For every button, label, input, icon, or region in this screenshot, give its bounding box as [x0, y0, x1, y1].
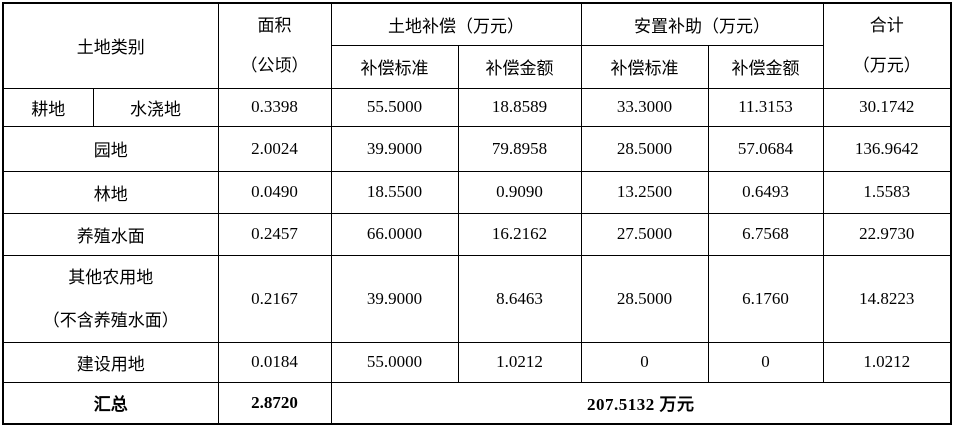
- cell-land-std: 55.0000: [330, 341, 459, 383]
- cell-total: 1.5583: [822, 170, 952, 214]
- header-res-comp-standard: 补偿标准: [580, 44, 709, 89]
- cell-land-amt: 16.2162: [457, 212, 582, 256]
- cell-category: 养殖水面: [2, 212, 219, 256]
- cell-land-std: 55.5000: [330, 87, 459, 127]
- header-area: 面积 （公顷）: [217, 2, 332, 89]
- header-land-comp-standard: 补偿标准: [330, 44, 459, 89]
- header-land-compensation: 土地补偿（万元）: [330, 2, 582, 46]
- cell-category: 园地: [2, 125, 219, 172]
- cell-total: 1.0212: [822, 341, 952, 383]
- cell-area: 0.3398: [217, 87, 332, 127]
- cell-area: 0.0490: [217, 170, 332, 214]
- cell-res-amt: 0: [707, 341, 824, 383]
- cell-land-std: 18.5500: [330, 170, 459, 214]
- cell-res-amt: 0.6493: [707, 170, 824, 214]
- cell-category: 林地: [2, 170, 219, 214]
- cell-area: 0.2167: [217, 254, 332, 343]
- summary-label: 汇总: [2, 381, 219, 425]
- cell-res-amt: 6.1760: [707, 254, 824, 343]
- cell-land-std: 39.9000: [330, 125, 459, 172]
- summary-total: 207.5132 万元: [330, 381, 952, 425]
- header-total-line1: 合计: [869, 15, 904, 35]
- cell-category-line2: （不含养殖水面）: [42, 310, 179, 330]
- cell-land-amt: 8.6463: [457, 254, 582, 343]
- header-res-comp-amount: 补偿金额: [707, 44, 824, 89]
- cell-res-std: 33.3000: [580, 87, 709, 127]
- table-row: 耕地 水浇地 0.3398 55.5000 18.8589 33.3000 11…: [2, 87, 952, 127]
- table-row: 其他农用地 （不含养殖水面） 0.2167 39.9000 8.6463 28.…: [2, 254, 952, 343]
- header-area-line2: （公顷）: [240, 55, 309, 75]
- cell-res-std: 0: [580, 341, 709, 383]
- header-land-comp-amount: 补偿金额: [457, 44, 582, 89]
- header-area-line1: 面积: [257, 15, 292, 35]
- cell-total: 30.1742: [822, 87, 952, 127]
- cell-area: 2.0024: [217, 125, 332, 172]
- cell-category: 建设用地: [2, 341, 219, 383]
- header-row-2: 补偿标准 补偿金额 补偿标准 补偿金额: [3, 44, 951, 89]
- summary-row: 汇总 2.8720 207.5132 万元: [2, 381, 952, 425]
- cell-res-std: 28.5000: [580, 254, 709, 343]
- cell-res-std: 28.5000: [580, 125, 709, 172]
- cell-area: 0.0184: [217, 341, 332, 383]
- header-row-1: 土地类别 面积 （公顷） 土地补偿（万元） 安置补助（万元） 合计 （万元）: [2, 2, 952, 89]
- header-land-category: 土地类别: [2, 2, 219, 89]
- table-row: 林地 0.0490 18.5500 0.9090 13.2500 0.6493 …: [2, 170, 952, 214]
- cell-land-amt: 0.9090: [457, 170, 582, 214]
- table-row: 养殖水面 0.2457 66.0000 16.2162 27.5000 6.75…: [2, 212, 952, 256]
- cell-total: 136.9642: [822, 125, 952, 172]
- cell-land-amt: 79.8958: [457, 125, 582, 172]
- cell-res-std: 13.2500: [580, 170, 709, 214]
- cell-area: 0.2457: [217, 212, 332, 256]
- cell-land-amt: 18.8589: [457, 87, 582, 127]
- header-resettlement-subsidy: 安置补助（万元）: [580, 2, 824, 46]
- cell-total: 22.9730: [822, 212, 952, 256]
- table-row: 园地 2.0024 39.9000 79.8958 28.5000 57.068…: [2, 125, 952, 172]
- cell-land-std: 66.0000: [330, 212, 459, 256]
- table-row: 建设用地 0.0184 55.0000 1.0212 0 0 1.0212: [2, 341, 952, 383]
- header-total: 合计 （万元）: [822, 2, 952, 89]
- cell-res-amt: 11.3153: [707, 87, 824, 127]
- cell-res-std: 27.5000: [580, 212, 709, 256]
- cell-category-line1: 其他农用地: [68, 267, 154, 287]
- cell-category-group: 耕地: [2, 87, 94, 127]
- summary-area: 2.8720: [217, 381, 332, 425]
- cell-land-amt: 1.0212: [457, 341, 582, 383]
- cell-category: 水浇地: [92, 87, 219, 127]
- cell-res-amt: 57.0684: [707, 125, 824, 172]
- header-total-line2: （万元）: [852, 55, 921, 75]
- cell-total: 14.8223: [822, 254, 952, 343]
- cell-land-std: 39.9000: [330, 254, 459, 343]
- cell-res-amt: 6.7568: [707, 212, 824, 256]
- cell-category: 其他农用地 （不含养殖水面）: [2, 254, 219, 343]
